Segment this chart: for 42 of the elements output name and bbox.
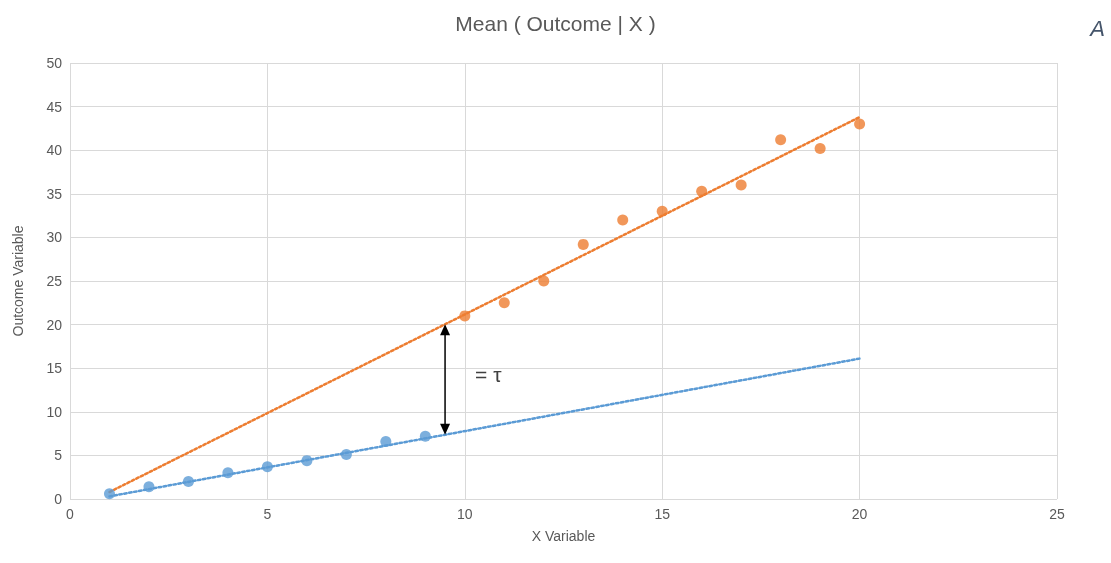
point	[696, 185, 708, 197]
x-tick-label: 25	[1049, 506, 1065, 522]
y-tick-label: 40	[46, 142, 63, 159]
point	[380, 435, 392, 447]
point	[301, 455, 313, 467]
point	[340, 449, 352, 461]
point	[222, 467, 234, 479]
point	[538, 275, 550, 287]
y-tick-label: 50	[46, 55, 63, 71]
y-tick-label: 35	[46, 185, 63, 202]
y-tick-label: 0	[54, 491, 63, 507]
point	[814, 142, 826, 154]
point	[617, 214, 629, 226]
y-axis-title: Outcome Variable	[10, 225, 26, 337]
point	[775, 134, 787, 146]
y-tick-label: 20	[46, 316, 63, 333]
y-tick-label: 15	[46, 360, 63, 377]
point	[143, 481, 155, 493]
point	[735, 179, 747, 191]
point	[261, 461, 273, 473]
y-tick-label: 30	[46, 229, 63, 246]
point	[182, 476, 194, 488]
chart-title: Mean ( Outcome | X )	[455, 12, 656, 35]
point	[577, 238, 589, 250]
point	[459, 310, 471, 322]
x-axis-title: X Variable	[531, 528, 596, 544]
annotation: = τ	[475, 362, 503, 386]
point	[656, 205, 668, 217]
x-tick-label: 5	[263, 506, 272, 522]
x-tick-label: 20	[851, 506, 868, 522]
x-tick-label: 0	[66, 506, 75, 522]
x-tick-label: 10	[457, 506, 473, 522]
text: A	[1088, 16, 1105, 41]
y-tick-label: 45	[46, 98, 63, 115]
y-tick-label: 10	[46, 403, 63, 420]
point	[498, 297, 510, 309]
point	[103, 488, 115, 500]
y-tick-label: 5	[54, 447, 63, 464]
point	[419, 430, 431, 442]
point	[854, 118, 866, 130]
x-tick-label: 15	[654, 506, 671, 522]
y-tick-label: 25	[46, 273, 63, 289]
